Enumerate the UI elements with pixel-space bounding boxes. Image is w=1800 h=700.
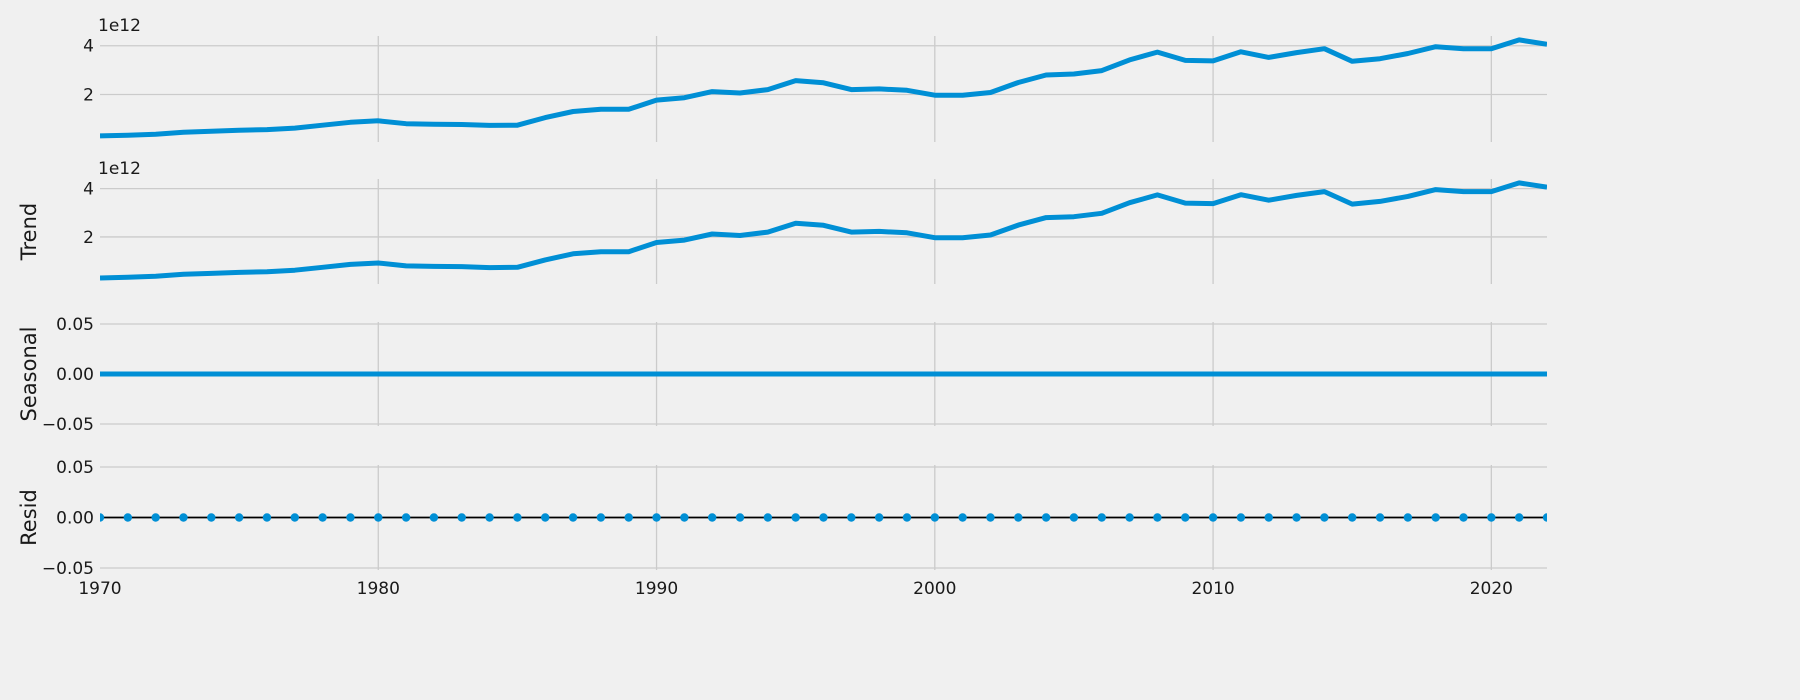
data-point (847, 513, 856, 522)
data-point (1542, 513, 1547, 522)
data-point (541, 513, 550, 522)
data-point (1459, 513, 1468, 522)
data-point (346, 513, 355, 522)
y-axis-label: Trend (17, 203, 41, 261)
data-point (100, 513, 105, 522)
data-point (123, 513, 133, 522)
x-tick-label: 1970 (78, 579, 121, 599)
data-point (568, 513, 578, 522)
data-point (735, 513, 745, 522)
data-point (791, 513, 800, 522)
y-axis-label: Seasonal (17, 327, 41, 422)
y-tick-label: 0.05 (56, 458, 94, 478)
data-point (207, 513, 216, 522)
data-point (596, 513, 606, 522)
y-tick-label: 2 (83, 228, 94, 248)
x-tick-label: 1980 (357, 579, 400, 599)
data-point (624, 513, 633, 522)
data-point (1236, 513, 1246, 522)
y-tick-label: 0.00 (56, 365, 94, 385)
y-tick-label: 0.00 (56, 509, 94, 529)
data-point (1375, 513, 1385, 522)
data-point (318, 513, 327, 522)
data-point (262, 513, 272, 522)
data-point (707, 513, 717, 522)
data-point (1431, 513, 1440, 522)
data-point (179, 513, 188, 522)
x-tick-label: 2010 (1191, 579, 1234, 599)
data-point (874, 513, 884, 522)
x-tick-label: 2000 (913, 579, 956, 599)
data-point (513, 513, 522, 522)
series-line (100, 180, 1547, 281)
data-point (1264, 513, 1273, 522)
data-point (1153, 513, 1162, 522)
data-point (1514, 513, 1524, 522)
data-point (1487, 513, 1496, 522)
data-point (401, 513, 411, 522)
y-tick-label: −0.05 (42, 559, 94, 579)
y-tick-label: −0.05 (42, 415, 94, 435)
y-offset-label: 1e12 (98, 16, 141, 36)
data-point (819, 513, 828, 522)
data-point (374, 513, 383, 522)
x-tick-label: 2020 (1470, 579, 1513, 599)
data-point (680, 513, 689, 522)
data-point (485, 513, 494, 522)
data-point (763, 513, 773, 522)
data-point (1292, 513, 1301, 522)
data-point (652, 513, 661, 522)
series-line (100, 37, 1547, 139)
data-point (1069, 513, 1079, 522)
data-point (1125, 513, 1134, 522)
data-point (234, 513, 244, 522)
data-point (457, 513, 466, 522)
y-tick-label: 4 (83, 37, 94, 57)
data-point (1208, 513, 1218, 522)
y-axis-label: Resid (17, 489, 41, 546)
data-point (930, 513, 940, 522)
y-offset-label: 1e12 (98, 159, 141, 179)
data-point (290, 513, 299, 522)
data-point (1181, 513, 1190, 522)
data-point (958, 513, 967, 522)
data-point (902, 513, 912, 522)
data-point (1403, 513, 1413, 522)
data-point (1014, 513, 1023, 522)
y-tick-label: 4 (83, 180, 94, 200)
data-point (1348, 513, 1357, 522)
data-point (151, 513, 160, 522)
y-tick-label: 2 (83, 85, 94, 105)
data-point (1041, 513, 1051, 522)
data-point (1320, 513, 1329, 522)
y-tick-label: 0.05 (56, 315, 94, 335)
data-point (1097, 513, 1106, 522)
data-point (986, 513, 995, 522)
data-point (429, 513, 439, 522)
x-tick-label: 1990 (635, 579, 678, 599)
